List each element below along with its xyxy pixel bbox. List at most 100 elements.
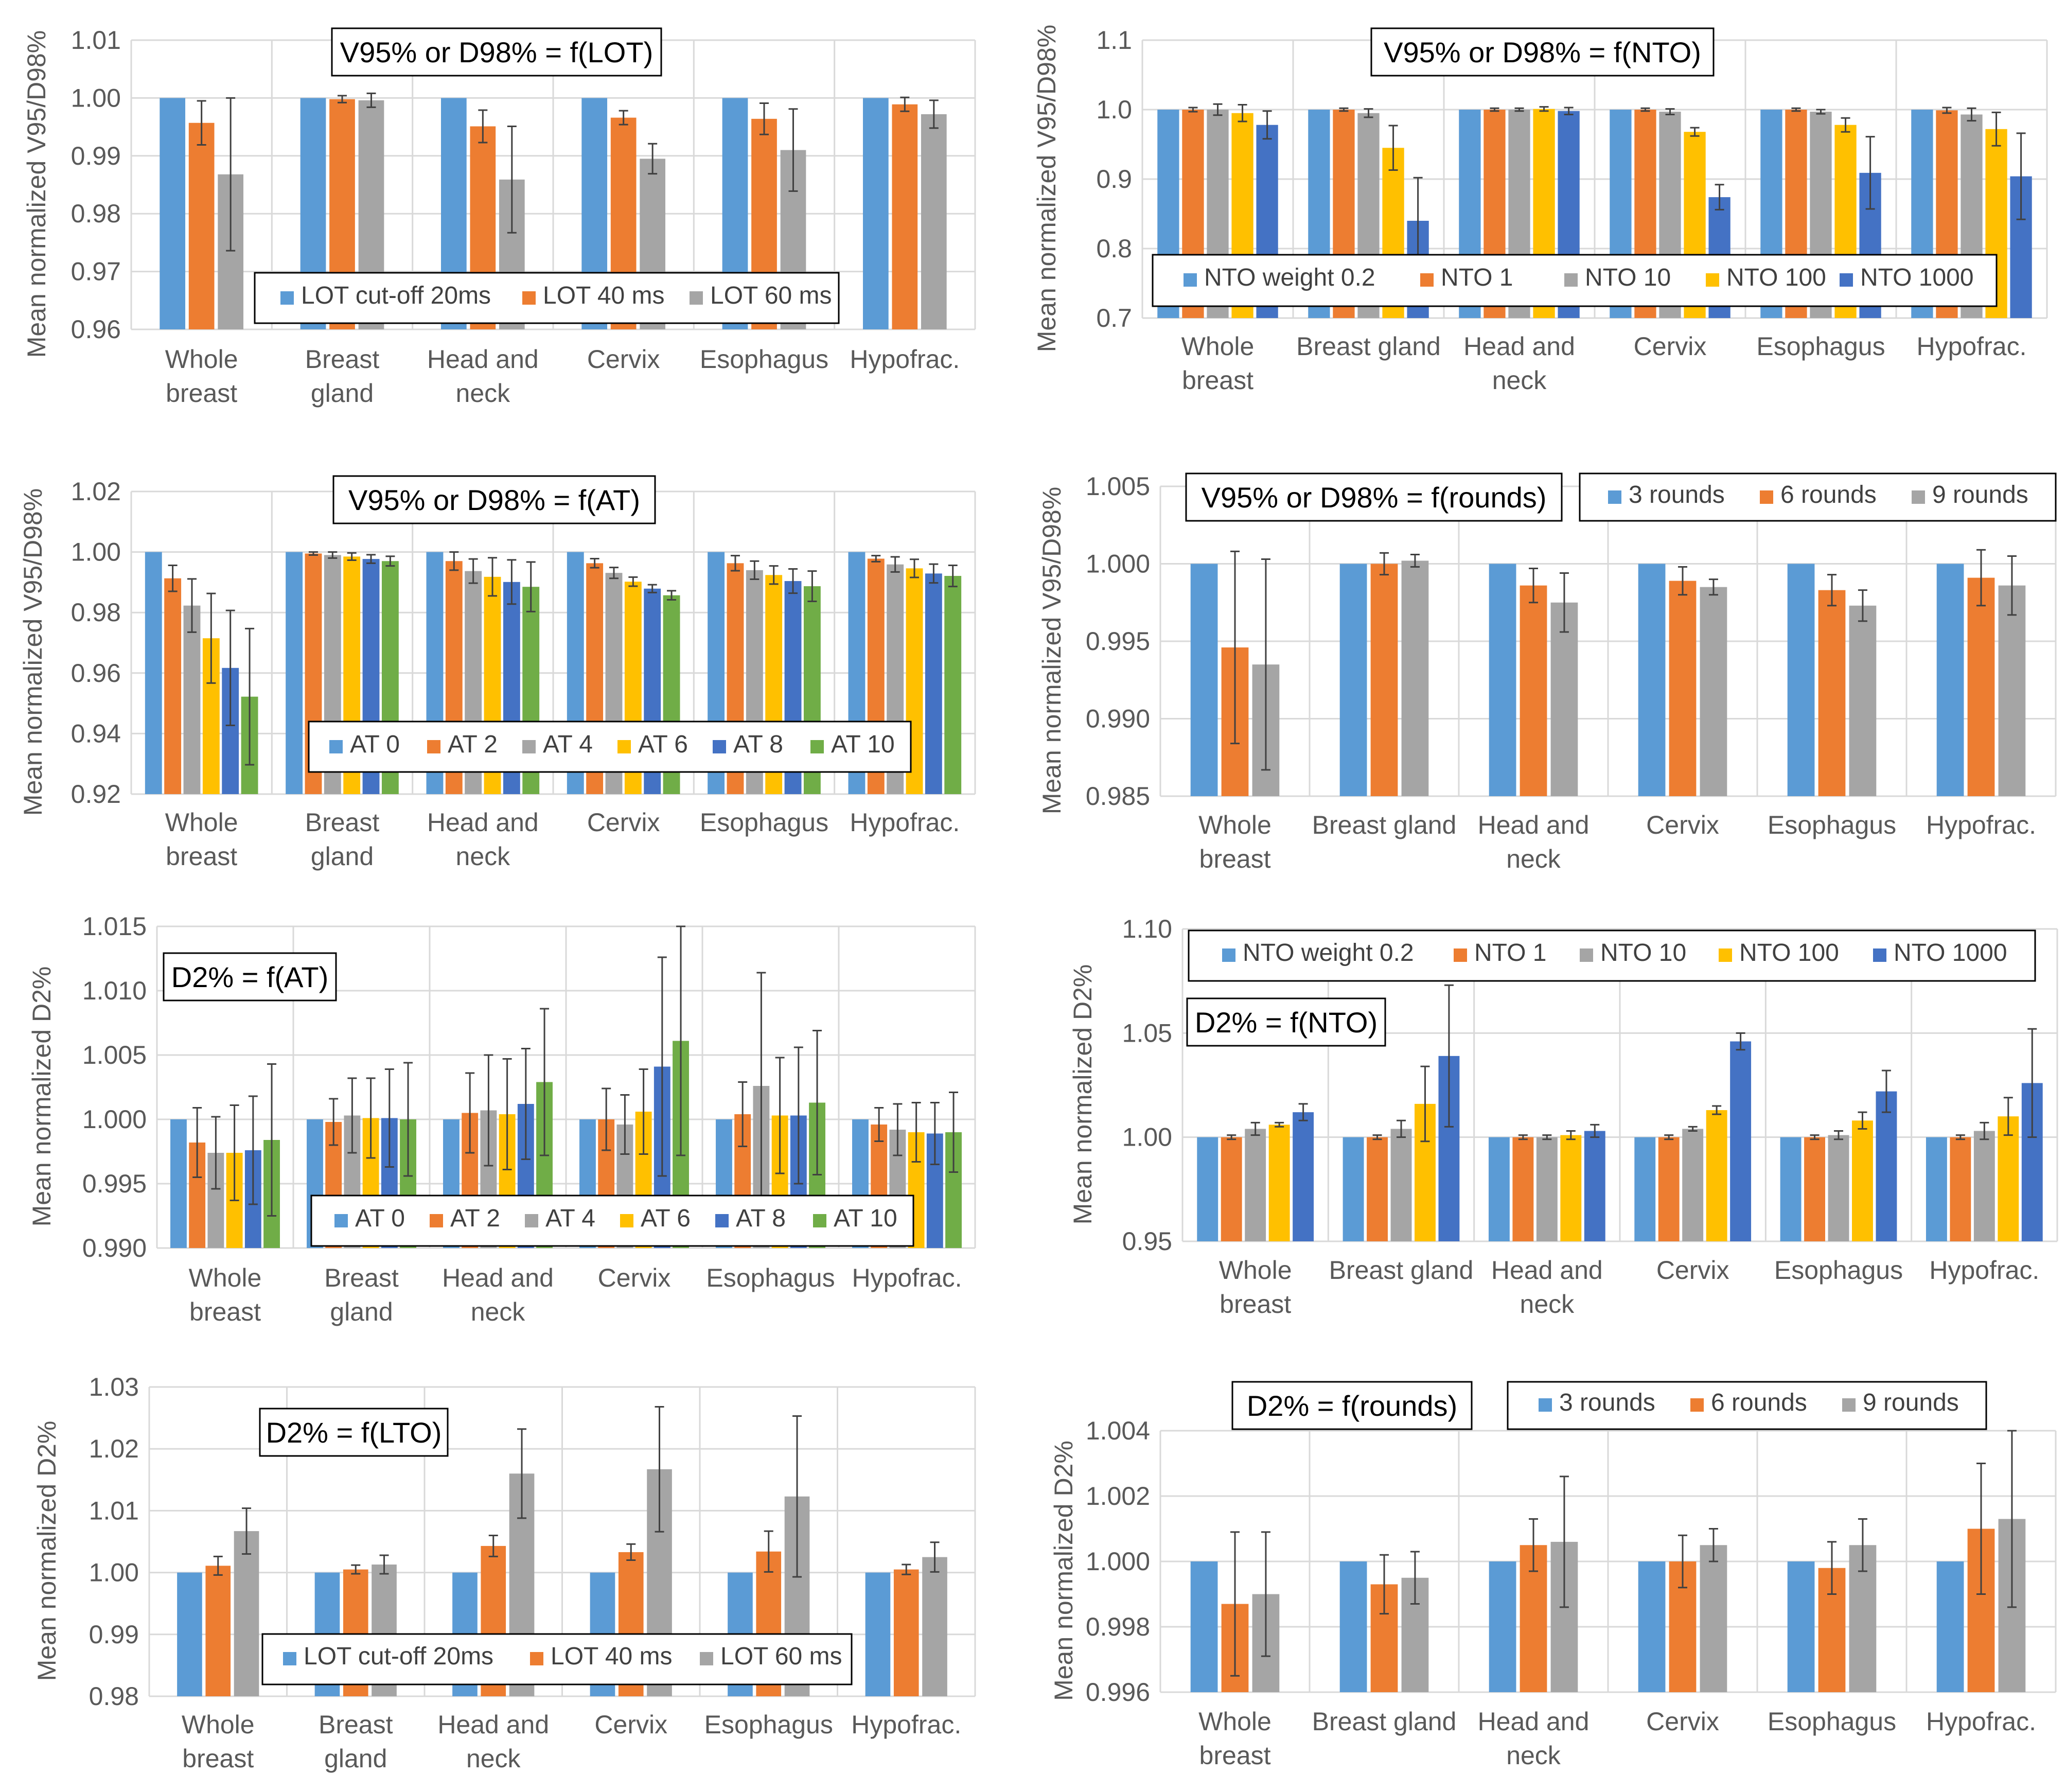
x-category-label: Cervix [598, 1263, 671, 1292]
bar [1998, 585, 2026, 796]
y-tick-label: 0.996 [1086, 1678, 1150, 1707]
y-tick-label: 1.05 [1122, 1018, 1172, 1047]
legend-swatch [280, 291, 294, 305]
legend-swatch [1719, 948, 1732, 962]
chart-panel-7: 0.98 0.99 1.00 1.01 1.02 1.03 Whole breast Breas… [32, 1373, 976, 1773]
bar [1828, 1135, 1849, 1241]
legend-label: AT 2 [448, 731, 498, 758]
x-category-label: Esophagus [704, 1710, 833, 1739]
legend-swatch [713, 740, 726, 753]
legend-label: AT 6 [638, 731, 688, 758]
chart-title-box [1370, 27, 1715, 77]
y-axis-label: Mean normalized V95/D98% [1037, 487, 1066, 814]
x-category-label: Whole breast [1181, 332, 1255, 395]
legend-swatch [1840, 273, 1853, 287]
bar [1967, 577, 1995, 796]
bar [1804, 1137, 1825, 1241]
y-tick-label: 1.005 [1086, 472, 1150, 501]
legend-swatch [522, 291, 536, 305]
chart-title-box [1231, 1381, 1473, 1430]
bar [145, 552, 162, 794]
bar [1706, 1110, 1727, 1241]
x-category-label: Hypofrac. [1929, 1256, 2039, 1285]
y-axis-label: Mean normalized D2% [32, 1421, 61, 1681]
legend-swatch [530, 1652, 543, 1665]
bar [1245, 1129, 1266, 1241]
x-category-label: Breast gland [1296, 332, 1441, 361]
legend-label: NTO 100 [1739, 939, 1839, 967]
bar [1339, 564, 1367, 796]
bar [1221, 1137, 1242, 1241]
legend-label: AT 8 [733, 731, 783, 758]
bar [1936, 564, 1964, 796]
y-axis-label: Mean normalized D2% [1068, 964, 1097, 1225]
y-tick-label: 0.8 [1096, 234, 1132, 263]
legend-label: LOT 60 ms [710, 282, 832, 309]
x-category-label: Breast gland [305, 808, 380, 871]
bar [286, 552, 303, 794]
bar [1973, 1131, 1995, 1241]
chart-title: V95% or D98% = f(rounds) [1202, 481, 1547, 514]
x-category-label: Hypofrac. [850, 345, 960, 374]
legend-label: LOT cut-off 20ms [304, 1643, 493, 1670]
y-tick-label: 1.000 [1086, 550, 1150, 578]
y-tick-label: 0.998 [1086, 1612, 1150, 1641]
bar [1488, 1137, 1510, 1241]
bar [1818, 590, 1846, 796]
bar [1638, 564, 1666, 796]
chart-title: D2% = f(NTO) [1195, 1006, 1378, 1039]
legend-box [1579, 472, 2057, 522]
legend-label: NTO 1 [1441, 264, 1513, 291]
legend-swatch [1184, 273, 1197, 287]
legend-swatch [810, 740, 824, 753]
x-category-label: Whole breast [1198, 811, 1272, 873]
bar [1197, 1137, 1219, 1241]
bar [1658, 1137, 1680, 1241]
x-category-label: Breast gland [1329, 1256, 1474, 1285]
y-tick-label: 1.01 [71, 26, 121, 55]
legend-swatch [1564, 273, 1578, 287]
bar [925, 573, 942, 794]
x-category-label: Esophagus [700, 345, 828, 374]
legend-label: AT 10 [834, 1205, 897, 1232]
legend-label: NTO 10 [1585, 264, 1671, 291]
bar [1852, 1120, 1873, 1241]
legend-label: LOT 40 ms [551, 1643, 673, 1670]
y-axis-label: Mean normalized D2% [27, 967, 56, 1227]
legend-label: AT 10 [831, 731, 895, 758]
chart-title-box [1185, 472, 1563, 522]
bar [1682, 1129, 1704, 1241]
legend-label: NTO weight 0.2 [1243, 939, 1414, 967]
bar [1401, 560, 1429, 796]
legend-swatch [715, 1214, 729, 1227]
x-category-label: Head and neck [1478, 811, 1590, 873]
y-tick-label: 1.000 [82, 1105, 147, 1134]
y-tick-label: 1.10 [1122, 915, 1172, 943]
legend-label: 6 rounds [1780, 481, 1877, 508]
legend-swatch [700, 1652, 713, 1665]
legend-box [261, 1633, 853, 1685]
y-tick-label: 0.92 [71, 780, 121, 809]
bar [183, 605, 201, 794]
bar [922, 1557, 947, 1696]
bar [1998, 1116, 2019, 1241]
legend-label: NTO 10 [1600, 939, 1686, 967]
y-tick-label: 1.00 [1122, 1123, 1172, 1152]
bar [1489, 1561, 1516, 1692]
bar [1536, 1137, 1558, 1241]
bar [1489, 564, 1516, 796]
legend-swatch [1420, 273, 1434, 287]
bar [1367, 1137, 1388, 1241]
bar [944, 576, 962, 794]
bar [1936, 1561, 1964, 1692]
x-category-label: Hypofrac. [852, 1263, 962, 1292]
y-tick-label: 0.7 [1096, 304, 1132, 332]
legend-swatch [1539, 1398, 1552, 1412]
x-category-label: Whole breast [1198, 1707, 1272, 1770]
bar [921, 114, 947, 329]
bar [160, 98, 186, 329]
bar [205, 1566, 231, 1696]
chart-panel-4: 0.985 0.990 0.995 1.000 1.005 Whole breast Brea… [1037, 472, 2057, 873]
